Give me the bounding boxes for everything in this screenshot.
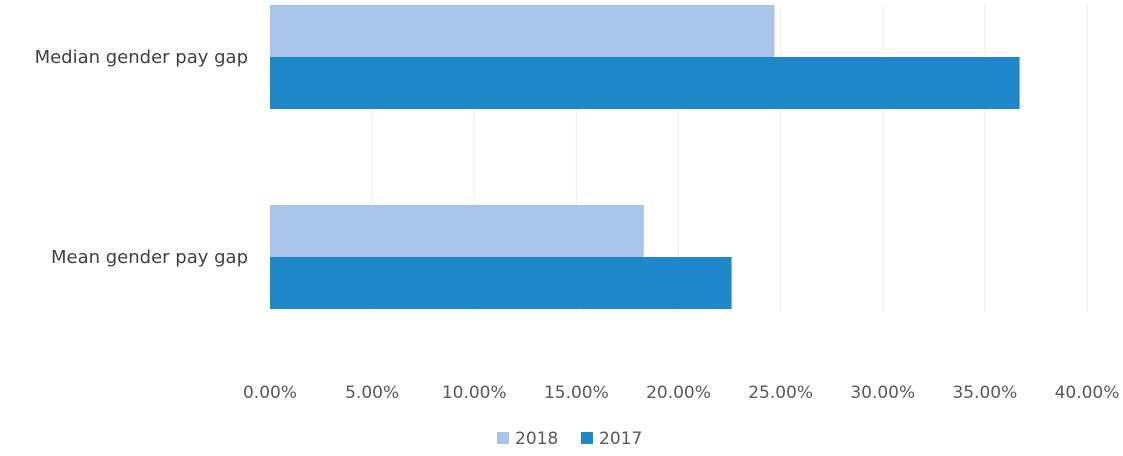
x-tick-label: 15.00% [544, 383, 609, 403]
category-label: Median gender pay gap [35, 47, 248, 68]
legend-swatch-2017 [581, 432, 593, 444]
x-tick-label: 30.00% [850, 383, 915, 403]
x-tick-label: 40.00% [1055, 383, 1120, 403]
x-axis-tick-labels: 0.00% 5.00% 10.00% 15.00% 20.00% 25.00% 30.00%… [243, 383, 1119, 403]
x-tick-label: 10.00% [442, 383, 507, 403]
x-tick-label: 0.00% [243, 383, 297, 403]
bar-2018-median [270, 5, 775, 57]
bar-2017-mean [270, 257, 732, 309]
x-tick-label: 20.00% [646, 383, 711, 403]
x-tick-label: 5.00% [345, 383, 399, 403]
legend-swatch-2018 [497, 432, 509, 444]
legend-label-2018: 2018 [515, 429, 558, 449]
legend: 2018 2017 [497, 429, 642, 449]
x-tick-label: 35.00% [952, 383, 1017, 403]
category-labels: Median gender pay gap Mean gender pay gap [35, 47, 248, 268]
bar-2018-mean [270, 205, 644, 257]
bar-2017-median [270, 57, 1020, 109]
bars [270, 5, 1020, 309]
category-label: Mean gender pay gap [51, 247, 248, 268]
legend-label-2017: 2017 [599, 429, 642, 449]
x-tick-label: 25.00% [748, 383, 813, 403]
